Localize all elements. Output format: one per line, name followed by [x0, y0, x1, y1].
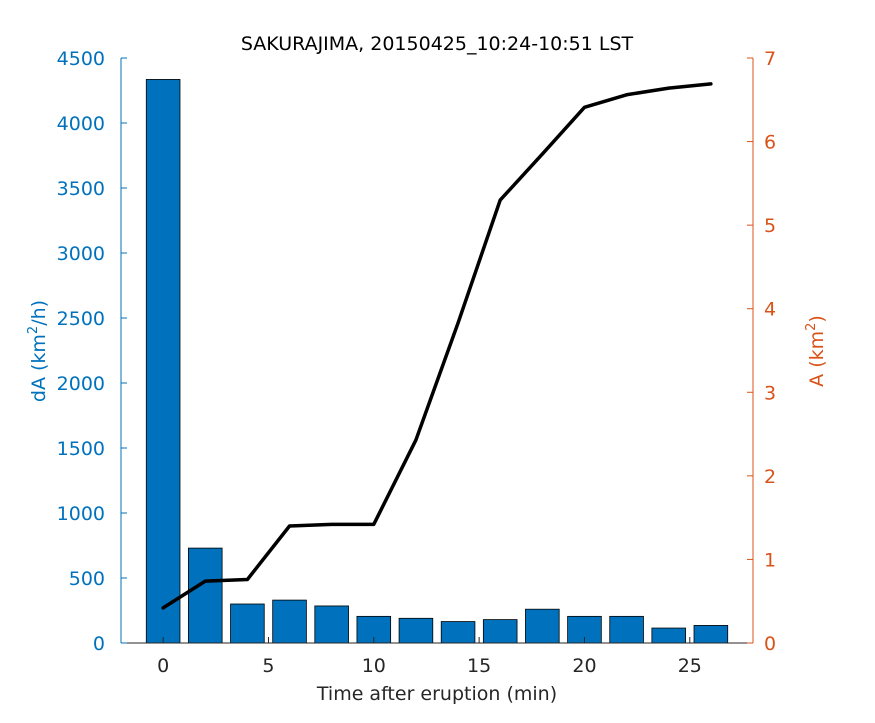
line-layer — [161, 82, 713, 610]
chart-title: SAKURAJIMA, 20150425_10:24-10:51 LST — [241, 33, 634, 55]
right-y-tick-label: 1 — [764, 549, 776, 571]
right-axis-label: A (km2) — [804, 315, 828, 387]
x-tick-label: 0 — [157, 655, 169, 677]
left-y-tick-label: 2500 — [57, 308, 105, 330]
left-y-tick-label: 3000 — [57, 243, 105, 265]
bars-layer — [145, 79, 729, 644]
left-y-tick-label: 3500 — [57, 178, 105, 200]
left-axis-label-prefix: dA (km — [28, 334, 50, 402]
right-y-tick-label: 4 — [764, 299, 776, 321]
right-y-tick-label: 6 — [764, 132, 776, 154]
bar — [272, 599, 307, 644]
x-axis-label: Time after eruption (min) — [316, 683, 557, 705]
right-axis-label-prefix: A (km — [806, 331, 828, 387]
left-axis-label-sup: 2 — [26, 326, 41, 334]
x-tick-label: 20 — [572, 655, 596, 677]
bar — [609, 615, 644, 644]
x-tick-label: 10 — [362, 655, 386, 677]
x-tick-label: 15 — [467, 655, 491, 677]
right-axis-label-suffix: ) — [806, 315, 828, 322]
bar — [693, 625, 729, 644]
left-y-tick-label: 4000 — [57, 113, 105, 135]
bar — [525, 608, 560, 644]
bar — [482, 619, 518, 644]
bar — [145, 79, 181, 644]
left-y-tick-label: 4500 — [57, 48, 105, 70]
bar — [314, 605, 349, 644]
right-y-tick-label: 0 — [764, 633, 776, 655]
x-tick-label: 25 — [678, 655, 702, 677]
left-y-tick-label: 1500 — [57, 438, 105, 460]
right-y-tick-label: 7 — [764, 48, 776, 70]
right-y-tick-label: 2 — [764, 466, 776, 488]
bar — [398, 617, 434, 644]
right-y-tick-label: 3 — [764, 382, 776, 404]
right-y-tick-label: 5 — [764, 215, 776, 237]
left-y-tick-label: 500 — [69, 568, 105, 590]
bar — [440, 621, 476, 644]
right-axis-label-sup: 2 — [804, 323, 819, 331]
x-tick-label: 5 — [262, 655, 274, 677]
bar — [188, 547, 223, 644]
left-y-tick-label: 2000 — [57, 373, 105, 395]
left-axis-label-suffix: /h) — [28, 300, 50, 326]
bar — [230, 603, 265, 644]
axes-layer: 0 5 10 15 20 25050010001500200025003000350040… — [57, 48, 776, 677]
left-axis-label: dA (km2/h) — [26, 300, 50, 402]
bar — [651, 627, 686, 644]
series-line-area — [161, 82, 713, 610]
left-y-tick-label: 1000 — [57, 503, 105, 525]
left-y-tick-label: 0 — [93, 633, 105, 655]
